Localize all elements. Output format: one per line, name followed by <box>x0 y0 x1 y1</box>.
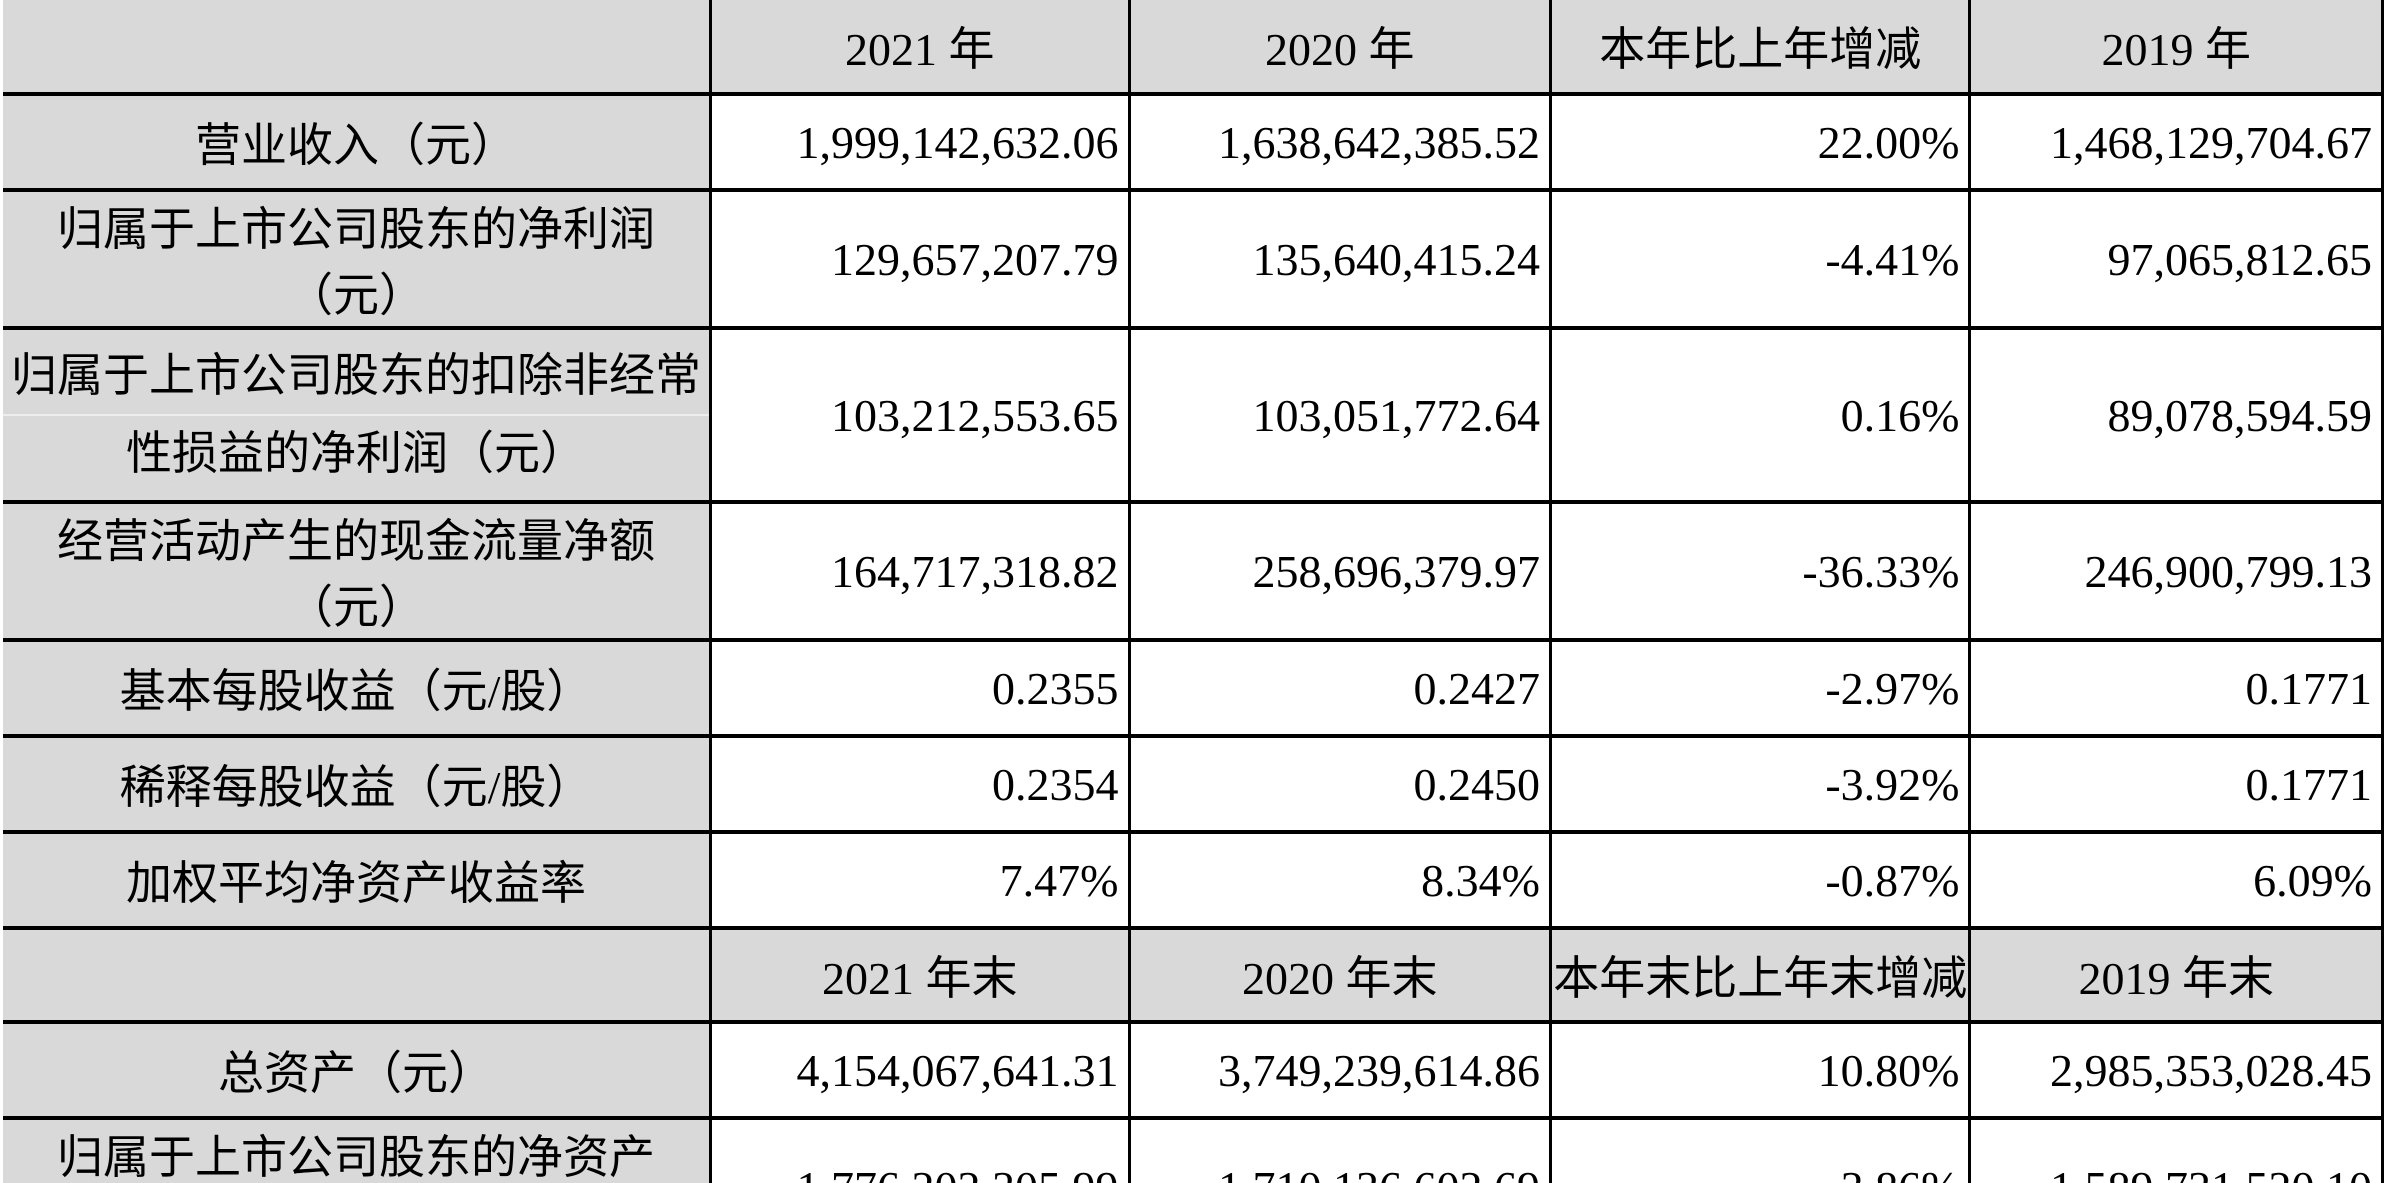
cell-change: 0.16% <box>1548 326 1972 504</box>
header-yoy-change: 本年比上年增减 <box>1548 0 1972 96</box>
header-2019: 2019 年 <box>1968 0 2384 96</box>
table-row-revenue: 营业收入（元） 1,999,142,632.06 1,638,642,385.5… <box>3 92 2384 192</box>
header-2021-end: 2021 年末 <box>709 926 1131 1024</box>
cell-2021: 103,212,553.65 <box>709 326 1131 504</box>
cell-2021: 0.2355 <box>709 638 1131 738</box>
table-row-diluted-eps: 稀释每股收益（元/股） 0.2354 0.2450 -3.92% 0.1771 <box>3 734 2384 834</box>
cell-2019: 2,985,353,028.45 <box>1968 1020 2384 1120</box>
cell-2020: 0.2450 <box>1127 734 1552 834</box>
cell-change: -0.87% <box>1548 830 1972 930</box>
cell-2019: 97,065,812.65 <box>1968 188 2384 330</box>
row-label: 总资产（元） <box>3 1020 713 1120</box>
header-blank <box>3 926 713 1024</box>
cell-2020: 103,051,772.64 <box>1127 326 1552 504</box>
row-label: 稀释每股收益（元/股） <box>3 734 713 834</box>
table-row-net-profit: 归属于上市公司股东的净利润（元） 129,657,207.79 135,640,… <box>3 188 2384 330</box>
cell-2020: 3,749,239,614.86 <box>1127 1020 1552 1120</box>
row-label: 加权平均净资产收益率 <box>3 830 713 930</box>
cell-2021: 164,717,318.82 <box>709 500 1131 642</box>
cell-change: -3.92% <box>1548 734 1972 834</box>
cell-2020: 1,638,642,385.52 <box>1127 92 1552 192</box>
table-row-operating-cash-flow: 经营活动产生的现金流量净额（元） 164,717,318.82 258,696,… <box>3 500 2384 642</box>
cell-2020: 135,640,415.24 <box>1127 188 1552 330</box>
cell-2021: 7.47% <box>709 830 1131 930</box>
header-2021: 2021 年 <box>709 0 1131 96</box>
table-row-net-assets: 归属于上市公司股东的净资产（元） 1,776,202,305.99 1,710,… <box>3 1116 2384 1183</box>
cell-2021: 1,776,202,305.99 <box>709 1116 1131 1183</box>
header-2020: 2020 年 <box>1127 0 1552 96</box>
row-label: 营业收入（元） <box>3 92 713 192</box>
cell-change: 3.86% <box>1548 1116 1972 1183</box>
cell-2019: 0.1771 <box>1968 638 2384 738</box>
cell-change: -4.41% <box>1548 188 1972 330</box>
annual-header-row: 2021 年 2020 年 本年比上年增减 2019 年 <box>3 0 2384 96</box>
cell-change: 22.00% <box>1548 92 1972 192</box>
row-label: 归属于上市公司股东的净资产（元） <box>3 1116 713 1183</box>
row-label: 归属于上市公司股东的净利润（元） <box>3 188 713 330</box>
table-row-basic-eps: 基本每股收益（元/股） 0.2355 0.2427 -2.97% 0.1771 <box>3 638 2384 738</box>
header-blank <box>3 0 713 96</box>
cell-2019: 89,078,594.59 <box>1968 326 2384 504</box>
cell-2021: 0.2354 <box>709 734 1131 834</box>
cell-2020: 258,696,379.97 <box>1127 500 1552 642</box>
cell-2019: 246,900,799.13 <box>1968 500 2384 642</box>
header-yearend-change: 本年末比上年末增减 <box>1548 926 1972 1024</box>
table-row-total-assets: 总资产（元） 4,154,067,641.31 3,749,239,614.86… <box>3 1020 2384 1120</box>
cell-2020: 0.2427 <box>1127 638 1552 738</box>
cell-2021: 4,154,067,641.31 <box>709 1020 1131 1120</box>
cell-change: -2.97% <box>1548 638 1972 738</box>
header-2019-end: 2019 年末 <box>1968 926 2384 1024</box>
header-2020-end: 2020 年末 <box>1127 926 1552 1024</box>
yearend-header-row: 2021 年末 2020 年末 本年末比上年末增减 2019 年末 <box>3 926 2384 1024</box>
cell-2020: 8.34% <box>1127 830 1552 930</box>
cell-2019: 6.09% <box>1968 830 2384 930</box>
row-label: 基本每股收益（元/股） <box>3 638 713 738</box>
cell-2019: 1,589,731,520.10 <box>1968 1116 2384 1183</box>
row-label: 归属于上市公司股东的扣除非经常 性损益的净利润（元） <box>3 326 713 504</box>
table-row-weighted-avg-roe: 加权平均净资产收益率 7.47% 8.34% -0.87% 6.09% <box>3 830 2384 930</box>
cell-2020: 1,710,136,602.69 <box>1127 1116 1552 1183</box>
cell-2021: 1,999,142,632.06 <box>709 92 1131 192</box>
cell-change: -36.33% <box>1548 500 1972 642</box>
cell-change: 10.80% <box>1548 1020 1972 1120</box>
financial-summary-table: 2021 年 2020 年 本年比上年增减 2019 年 营业收入（元） 1,9… <box>3 0 2384 1183</box>
table-row-deducted-net-profit: 归属于上市公司股东的扣除非经常 性损益的净利润（元） 103,212,553.6… <box>3 326 2384 504</box>
cell-2019: 0.1771 <box>1968 734 2384 834</box>
cell-2021: 129,657,207.79 <box>709 188 1131 330</box>
row-label: 经营活动产生的现金流量净额（元） <box>3 500 713 642</box>
cell-2019: 1,468,129,704.67 <box>1968 92 2384 192</box>
